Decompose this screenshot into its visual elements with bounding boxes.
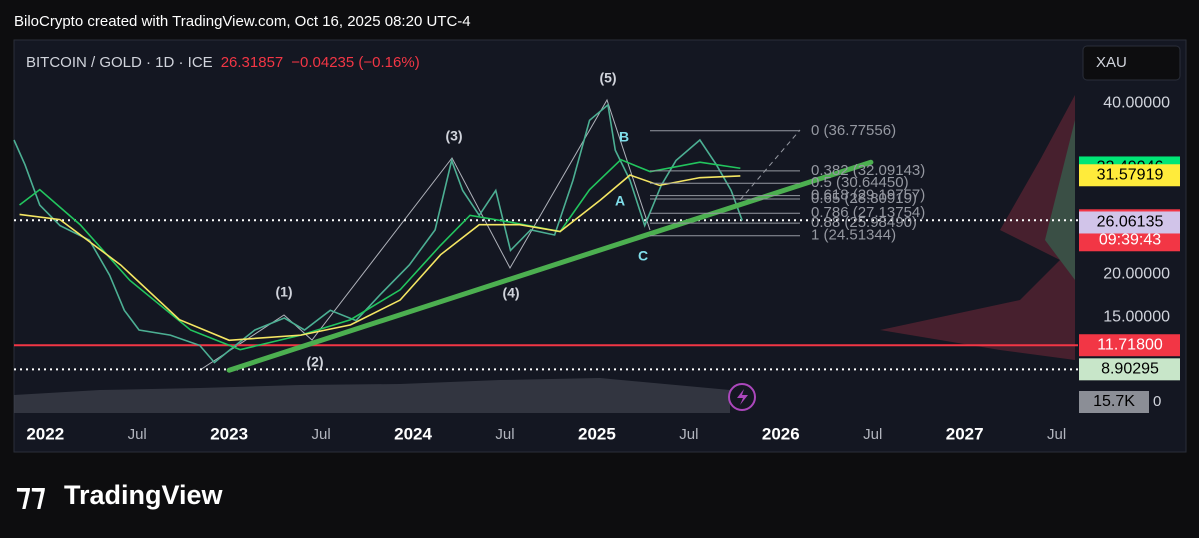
fib-label: 0.88 (25.98490)	[811, 214, 917, 231]
price-tag	[1079, 211, 1180, 234]
x-tick-label: Jul	[1047, 426, 1066, 443]
wave-lines	[199, 98, 651, 371]
fib-label: 1 (24.51344)	[811, 227, 896, 244]
brand-logo: ⁊⁊	[16, 479, 46, 512]
price-tag	[1079, 164, 1180, 187]
wave-label: (3)	[445, 128, 462, 144]
fib-label: 0.65 (28.80919)	[811, 190, 917, 207]
x-tick-label: 2027	[946, 424, 984, 443]
price-tag-label: 31.57919	[1097, 166, 1164, 183]
wave-label: (2)	[306, 354, 323, 370]
chart-title: BiloCrypto created with TradingView.com,…	[14, 13, 471, 30]
volume-area	[14, 378, 730, 413]
wave-label: (5)	[599, 70, 616, 86]
price-line	[13, 103, 743, 364]
fib-label: 0.618 (29.19757)	[811, 187, 925, 204]
x-tick-label: 2025	[578, 424, 616, 443]
price-tag	[1079, 358, 1180, 381]
x-tick-label: 2023	[210, 424, 248, 443]
y-tick-label: 15.00000	[1103, 308, 1170, 325]
volume-zero: 0	[1153, 393, 1161, 410]
fib-label: 0.786 (27.13754)	[811, 204, 925, 221]
wave-label: C	[638, 248, 648, 264]
flash-glyph	[737, 389, 748, 405]
fib-label: 0.5 (30.64450)	[811, 174, 909, 191]
volume-tag	[1079, 391, 1149, 413]
moving-average	[19, 174, 741, 342]
moving-average	[19, 158, 741, 351]
change: −0.04235 (−0.16%)	[291, 54, 419, 71]
volume-profile	[880, 95, 1075, 360]
y-tick-label: 20.00000	[1103, 266, 1170, 283]
trendline	[226, 159, 874, 373]
x-tick-label: Jul	[863, 426, 882, 443]
projection-line	[739, 129, 801, 201]
legend-row: BITCOIN / GOLD · 1D · ICE 26.31857 −0.0423…	[26, 54, 420, 71]
symbol-box-label: XAU	[1096, 54, 1127, 71]
wave-label: (1)	[275, 284, 292, 300]
wave-label: A	[615, 193, 625, 209]
x-tick-label: 2026	[762, 424, 800, 443]
price-tag	[1079, 334, 1180, 357]
price-tag-label: 11.71800	[1097, 336, 1163, 353]
symbol: BITCOIN / GOLD · 1D · ICE	[26, 54, 213, 71]
countdown: 09:39:43	[1099, 232, 1161, 249]
x-tick-label: Jul	[128, 426, 147, 443]
volume-tag-label: 15.7K	[1093, 393, 1135, 410]
brand-name: TradingView	[64, 480, 224, 510]
wave-label: B	[619, 129, 629, 145]
fib-label: 0.382 (32.09143)	[811, 162, 925, 179]
symbol-box[interactable]	[1082, 45, 1181, 81]
volume-profile-up	[1045, 120, 1075, 280]
x-tick-label: Jul	[311, 426, 330, 443]
x-tick-label: Jul	[679, 426, 698, 443]
price-tag-label: 8.90295	[1101, 361, 1159, 378]
x-tick-label: 2022	[26, 424, 64, 443]
wave-label: (4)	[502, 285, 519, 301]
x-tick-label: 2024	[394, 424, 432, 443]
last-price: 26.31857	[221, 54, 284, 71]
flash-icon[interactable]	[728, 383, 756, 411]
y-tick-label: 40.00000	[1103, 94, 1170, 111]
price-tag-label: 26.06135	[1097, 214, 1164, 231]
fib-label: 0 (36.77556)	[811, 122, 896, 139]
x-tick-label: Jul	[495, 426, 514, 443]
